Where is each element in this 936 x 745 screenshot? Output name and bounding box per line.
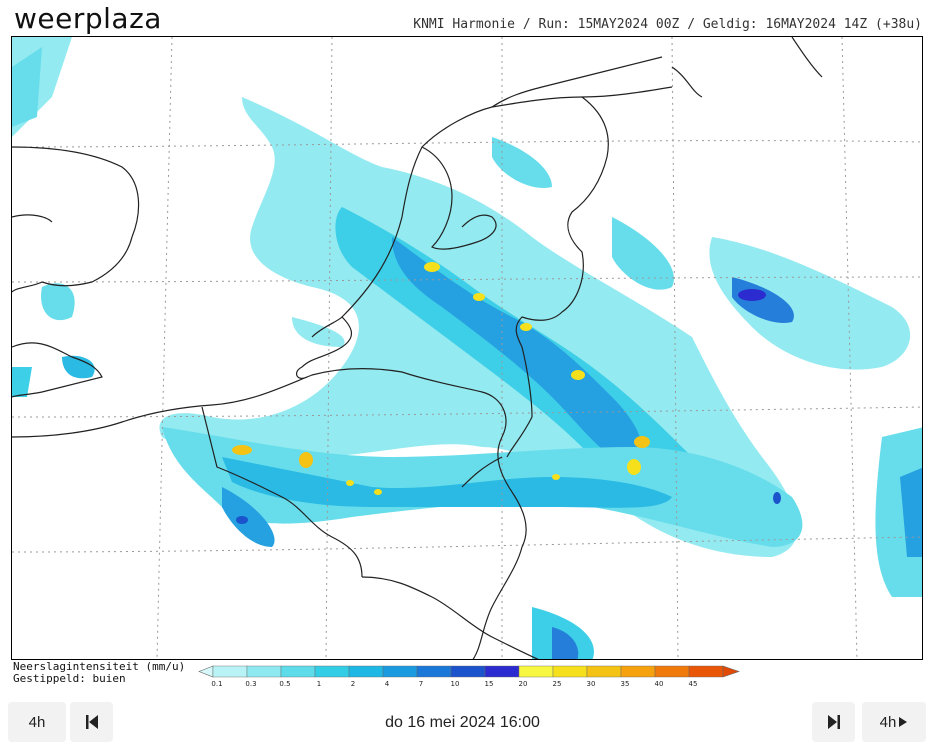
precipitation-field — [12, 37, 922, 659]
legend-tick: 10 — [450, 680, 460, 688]
legend-tick: 25 — [552, 680, 562, 688]
legend-swatch — [552, 665, 588, 678]
legend-tick: 2 — [350, 680, 356, 688]
step-back-label: 4h — [28, 713, 46, 731]
legend-tick: 0.5 — [279, 680, 291, 688]
legend-swatch — [484, 665, 520, 678]
legend-tick: 0.3 — [245, 680, 257, 688]
legend-tick: 1 — [316, 680, 322, 688]
legend-title: Neerslagintensiteit (mm/u) — [13, 660, 186, 673]
legend-swatch — [416, 665, 452, 678]
legend-swatch — [348, 665, 384, 678]
play-arrow-icon — [899, 717, 908, 727]
legend-tick: 0.1 — [211, 680, 223, 688]
legend-swatch — [280, 665, 316, 678]
legend-tick: 35 — [620, 680, 630, 688]
legend-tick: 15 — [484, 680, 494, 688]
intense-cells — [232, 262, 781, 524]
current-date: do 16 mei 2024 16:00 — [385, 714, 540, 731]
run-info: KNMI Harmonie / Run: 15MAY2024 00Z / Gel… — [413, 17, 922, 32]
weerplaza-logo: weerplaza — [14, 2, 162, 35]
legend-swatch — [450, 665, 486, 678]
legend-swatch — [246, 665, 282, 678]
skip-forward-icon — [827, 715, 840, 729]
legend-tick: 30 — [586, 680, 596, 688]
legend-ticks: 0.1 0.3 0.5 1 2 4 7 10 15 20 25 30 35 40 45 — [211, 680, 713, 690]
legend-tick: 20 — [518, 680, 528, 688]
graticule — [12, 37, 922, 659]
next-frame-button[interactable] — [812, 702, 855, 742]
legend-subtitle: Gestippeld: buien — [13, 672, 126, 685]
step-back-4h-button[interactable]: 4h — [8, 702, 66, 742]
skip-back-icon — [85, 715, 98, 729]
legend-tick: 45 — [688, 680, 698, 688]
coastlines — [12, 37, 823, 659]
legend-tick: 4 — [384, 680, 390, 688]
previous-frame-button[interactable] — [70, 702, 113, 742]
legend-swatch — [518, 665, 554, 678]
step-forward-label: 4h — [879, 713, 897, 731]
step-forward-4h-button[interactable]: 4h — [862, 702, 926, 742]
legend-label: Neerslagintensiteit (mm/u) Gestippeld: b… — [13, 661, 185, 685]
legend-high-arrow — [722, 665, 740, 678]
precipitation-map — [11, 36, 923, 660]
legend-tick: 40 — [654, 680, 664, 688]
legend-colorbar — [198, 665, 740, 678]
legend-swatch — [654, 665, 690, 678]
legend-low-arrow — [198, 665, 214, 678]
legend-swatch — [314, 665, 350, 678]
legend-swatch — [620, 665, 656, 678]
map-canvas — [12, 37, 922, 659]
legend-tick: 7 — [418, 680, 424, 688]
legend-swatch — [688, 665, 724, 678]
legend-swatch — [382, 665, 418, 678]
legend-swatch — [586, 665, 622, 678]
legend-swatch — [212, 665, 248, 678]
